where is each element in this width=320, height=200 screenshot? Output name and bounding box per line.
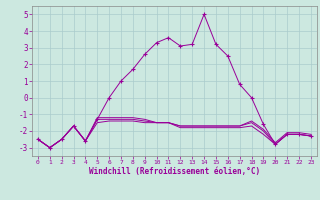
X-axis label: Windchill (Refroidissement éolien,°C): Windchill (Refroidissement éolien,°C) [89,167,260,176]
